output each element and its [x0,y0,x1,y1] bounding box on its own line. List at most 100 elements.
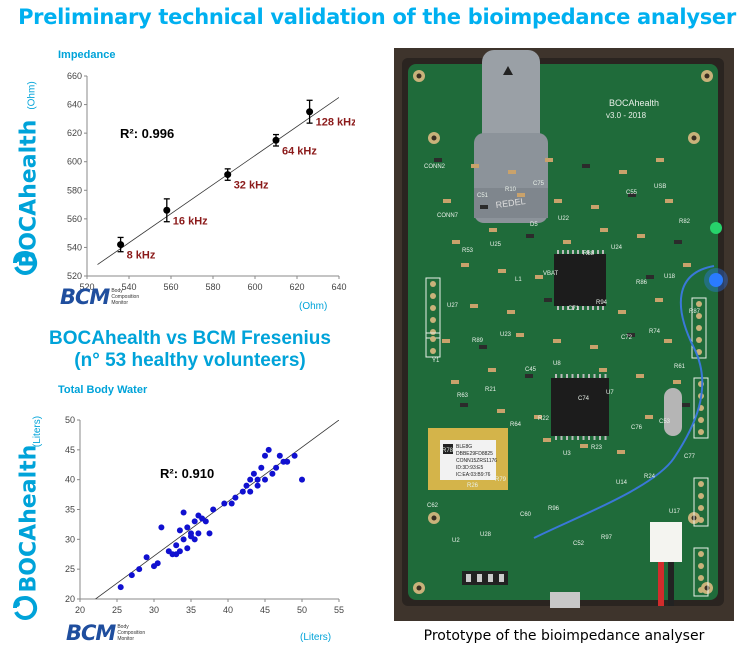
silk-label: D5 [530,222,538,228]
point-label: 16 kHz [173,215,208,227]
silk-label: R21 [485,387,497,393]
smd-component [590,345,598,349]
redel-connector-top [482,50,540,145]
board-name: BOCAhealth [609,98,659,108]
board-photo: REDEL BOCAhealth v3.0 - 2018 BLE8G DBBE29FD8… [394,48,734,621]
header-pin [698,551,704,557]
module-text: ID:3D:93:E5 [456,465,483,471]
x-tick-label: 540 [121,282,136,292]
chip-pin [572,306,574,310]
smd-component [563,240,571,244]
data-point [221,500,228,507]
smd-component [497,409,505,413]
data-point [184,545,191,552]
data-point [262,452,268,459]
header-pin [696,313,702,319]
chip-pin [602,250,604,254]
smd-component [525,374,533,378]
header-pin [696,337,702,343]
mounting-hole-center [704,585,710,591]
y-tick-label: 580 [67,185,82,195]
data-point [258,464,265,471]
header-pin [430,336,436,342]
bottom-header [462,571,508,585]
connector-label: REDEL [495,196,526,210]
y-tick-label: 40 [65,475,75,485]
silk-label: Y1 [432,358,440,364]
smd-component [480,205,488,209]
x-tick-label: 50 [297,605,307,615]
pcb-board [408,64,718,600]
chip-pin [599,374,601,378]
smd-component [553,339,561,343]
data-point [202,518,209,525]
smd-component [628,193,636,197]
chip-pin [588,436,590,440]
x-tick-label: 40 [223,605,233,615]
chip-pin [557,250,559,254]
chip-pin [592,250,594,254]
data-point [191,518,198,525]
header-pin [698,575,704,581]
smd-component [443,199,451,203]
silk-label: U2 [452,538,460,544]
y-tick-label: 560 [67,214,82,224]
silk-label: C62 [427,503,439,509]
silk-label: R88 [583,251,595,257]
pin-header [425,332,441,358]
data-point [224,171,232,179]
x-tick-label: 20 [75,605,85,615]
x-tick-label: 25 [112,605,122,615]
data-point [173,542,180,549]
chip-pin [566,436,568,440]
data-point [180,536,187,543]
silk-label: R61 [674,364,686,370]
silk-label: R96 [548,506,560,512]
header-pin [466,574,471,582]
header-pin [499,574,504,582]
y-tick-label: 600 [67,157,82,167]
y-tick-label: 45 [65,445,75,455]
data-point [210,506,217,513]
smd-component [636,374,644,378]
x-tick-label: 35 [186,605,196,615]
smd-component [535,275,543,279]
y-tick-label: 620 [67,128,82,138]
impedance-chart-title: Impedance [58,49,116,61]
impedance-y-unit: (Ohm) [26,81,38,110]
smd-component [526,234,534,238]
header-pin [430,317,436,323]
bcm-logo-word: BCM [66,621,116,645]
data-point [239,488,246,495]
silk-label: C71 [568,306,580,312]
x-tick-label: 640 [331,282,346,292]
silk-label: U3 [563,451,571,457]
header-pin [430,281,436,287]
silk-label: U18 [664,274,676,280]
chip-pin [582,306,584,310]
smd-component [471,164,479,168]
impedance-chart: 520 540 560 580 600 620 640 520 540 560 580 600 620 6… [67,71,355,292]
board-version: v3.0 - 2018 [606,111,647,120]
jumper-wire [533,265,715,539]
silk-label: C53 [659,419,671,425]
tbw-y-unit: (Liters) [32,415,44,448]
chip-pin [582,250,584,254]
x-tick-label: 55 [334,605,344,615]
silk-label: R89 [472,338,484,344]
silk-label: R63 [457,393,469,399]
chip-pin [577,436,579,440]
module-text: CONN15ZRS1176 [456,458,497,464]
smd-component [591,205,599,209]
silk-label: R97 [601,535,613,541]
smd-component [582,164,590,168]
header-pin [698,417,704,423]
smd-component [674,240,682,244]
smd-component [682,403,690,407]
data-point [136,566,143,573]
point-label: 128 kHz [316,117,355,129]
silk-label: R53 [462,248,474,254]
header-pin [698,587,704,593]
y-tick-label: 20 [65,594,75,604]
silk-label: C52 [573,541,585,547]
